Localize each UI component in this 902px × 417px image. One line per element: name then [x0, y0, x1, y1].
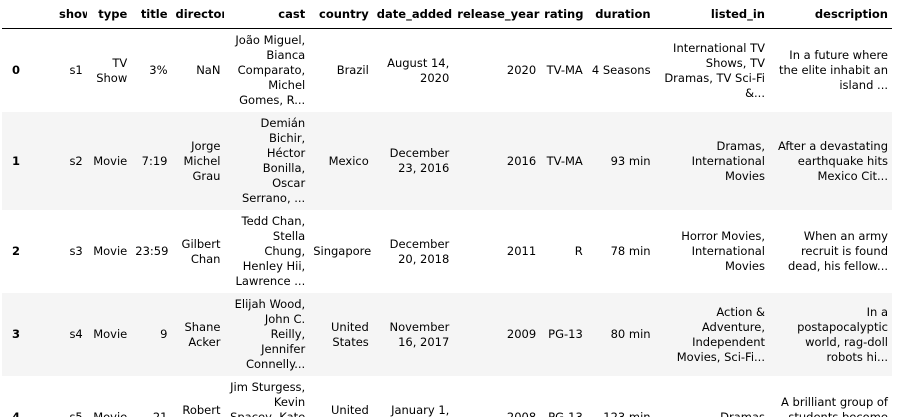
cell-release-year: 2020: [506, 63, 537, 77]
header-duration: duration: [586, 0, 655, 29]
table-row: 1 s2 Movie 7:19 Jorge Michel Grau Demián…: [2, 112, 892, 210]
row-index: 0: [12, 63, 21, 77]
cell-title: 21: [152, 410, 168, 417]
cell-cast: Demián Bichir, Héctor Bonilla, Oscar Ser…: [241, 116, 306, 205]
cell-duration: 93 min: [610, 153, 651, 168]
cell-duration: 4 Seasons: [591, 63, 651, 77]
cell-date-added: November 16, 2017: [389, 319, 450, 349]
header-country: country: [309, 0, 373, 29]
row-index: 2: [12, 244, 21, 258]
cell-release-year: 2011: [506, 244, 537, 258]
cell-show-id: s4: [69, 327, 83, 341]
header-cast: cast: [224, 0, 310, 29]
row-index: 1: [12, 153, 21, 168]
cell-duration: 123 min: [603, 410, 651, 417]
cell-type: Movie: [93, 244, 128, 258]
header-title: title: [131, 0, 172, 29]
cell-director: Shane Acker: [184, 319, 221, 349]
cell-show-id: s1: [69, 63, 83, 77]
cell-title: 7:19: [141, 153, 168, 168]
cell-country: United States: [330, 402, 369, 417]
cell-country: United States: [330, 319, 369, 349]
cell-listed-in: Horror Movies, International Movies: [681, 229, 765, 273]
cell-date-added: January 1, 2020: [391, 402, 450, 417]
cell-type: Movie: [93, 153, 128, 168]
table-row: 3 s4 Movie 9 Shane Acker Elijah Wood, Jo…: [2, 293, 892, 376]
cell-cast: João Miguel, Bianca Comparato, Michel Go…: [235, 33, 306, 107]
cell-release-year: 2008: [506, 410, 537, 417]
cell-director: Gilbert Chan: [181, 236, 221, 266]
table-header: show_id type title director cast country…: [2, 0, 892, 29]
cell-release-year: 2009: [506, 327, 537, 341]
header-row: show_id type title director cast country…: [2, 0, 892, 29]
table-row: 0 s1 TV Show 3% NaN João Miguel, Bianca …: [2, 29, 892, 113]
header-listed-in: listed_in: [654, 0, 769, 29]
cell-listed-in: Dramas: [720, 410, 765, 417]
cell-listed-in: Action & Adventure, Independent Movies, …: [676, 304, 765, 364]
cell-date-added: December 23, 2016: [389, 146, 450, 175]
cell-rating: R: [574, 244, 583, 258]
header-type: type: [86, 0, 132, 29]
cell-director: NaN: [196, 63, 221, 77]
cell-listed-in: International TV Shows, TV Dramas, TV Sc…: [664, 40, 765, 100]
cell-description: When an army recruit is found dead, his …: [787, 229, 888, 273]
cell-release-year: 2016: [506, 153, 537, 168]
cell-description: In a future where the elite inhabit an i…: [778, 48, 888, 92]
cell-country: Mexico: [328, 153, 369, 168]
table-row: 2 s3 Movie 23:59 Gilbert Chan Tedd Chan,…: [2, 210, 892, 293]
table-row: 4 s5 Movie 21 Robert Luketic Jim Sturges…: [2, 376, 892, 417]
table-body: 0 s1 TV Show 3% NaN João Miguel, Bianca …: [2, 29, 892, 417]
cell-duration: 78 min: [610, 244, 651, 258]
header-release-year: release_year: [453, 0, 541, 29]
cell-listed-in: Dramas, International Movies: [691, 138, 765, 183]
header-director: director: [171, 0, 225, 29]
header-rating: rating: [540, 0, 587, 29]
row-index: 3: [12, 327, 21, 341]
cell-rating: PG-13: [548, 327, 583, 341]
cell-rating: TV-MA: [546, 153, 583, 168]
cell-show-id: s3: [69, 244, 83, 258]
cell-title: 9: [160, 327, 168, 341]
cell-title: 23:59: [135, 244, 169, 258]
header-description: description: [769, 0, 892, 29]
cell-duration: 80 min: [610, 327, 651, 341]
row-index: 4: [12, 410, 21, 417]
cell-show-id: s2: [69, 153, 83, 168]
cell-rating: PG-13: [548, 410, 583, 417]
cell-title: 3%: [149, 63, 168, 77]
cell-show-id: s5: [69, 410, 83, 417]
cell-director: Robert Luketic: [182, 402, 221, 417]
header-index: [2, 0, 55, 29]
cell-description: After a devastating earthquake hits Mexi…: [777, 138, 888, 183]
cell-director: Jorge Michel Grau: [183, 138, 221, 183]
cell-type: Movie: [93, 410, 128, 417]
cell-country: Singapore: [313, 244, 372, 258]
cell-date-added: August 14, 2020: [387, 55, 450, 85]
cell-type: TV Show: [96, 55, 128, 85]
cell-country: Brazil: [336, 63, 369, 77]
cell-type: Movie: [93, 327, 128, 341]
header-date-added: date_added: [372, 0, 454, 29]
header-show-id: show_id: [54, 0, 87, 29]
cell-description: In a postapocalyptic world, rag-doll rob…: [797, 304, 888, 364]
cell-cast: Elijah Wood, John C. Reilly, Jennifer Co…: [234, 297, 306, 371]
cell-description: A brilliant group of students become car…: [781, 395, 888, 417]
cell-rating: TV-MA: [546, 63, 583, 77]
cell-cast: Tedd Chan, Stella Chung, Henley Hii, Law…: [235, 214, 306, 288]
cell-cast: Jim Sturgess, Kevin Spacey, Kate Boswort…: [230, 380, 306, 417]
cell-date-added: December 20, 2018: [389, 236, 450, 266]
